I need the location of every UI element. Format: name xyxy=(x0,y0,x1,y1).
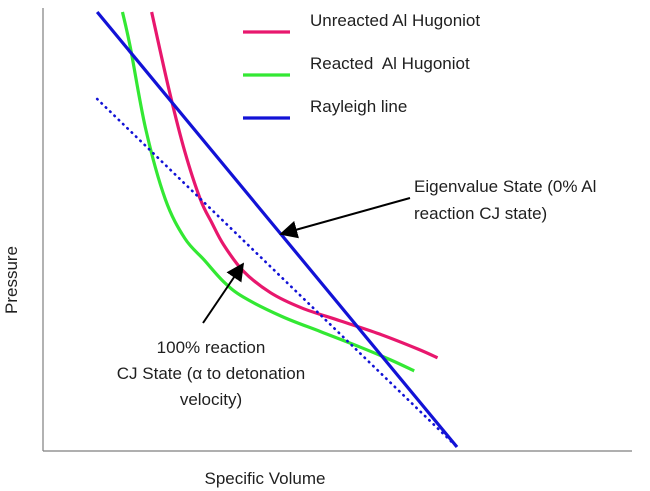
reacted-al-hugoniot-line xyxy=(120,11,415,373)
eigenvalue-annotation-line-1: Eigenvalue State (0% Al xyxy=(414,177,596,196)
cj-annotation-line-3: velocity) xyxy=(180,390,242,409)
cj-state-arrow xyxy=(202,262,245,324)
cj-annotation-line-2: CJ State (α to detonation xyxy=(117,364,305,383)
legend-label-0: Unreacted Al Hugoniot xyxy=(310,11,480,30)
y-axis-label: Pressure xyxy=(2,246,21,314)
rayleigh-line-line xyxy=(95,10,459,449)
eigenvalue-annotation-line-2: reaction CJ state) xyxy=(414,204,547,223)
legend-label-2: Rayleigh line xyxy=(310,97,407,116)
x-axis-label: Specific Volume xyxy=(205,469,326,488)
cj-annotation-line-1: 100% reaction xyxy=(157,338,266,357)
legend: Unreacted Al Hugoniot Reacted Al Hugoniot… xyxy=(243,11,480,120)
legend-label-1: Reacted Al Hugoniot xyxy=(310,54,470,73)
eigenvalue-arrow xyxy=(279,197,411,239)
dotted-rayleigh-line xyxy=(95,97,459,449)
